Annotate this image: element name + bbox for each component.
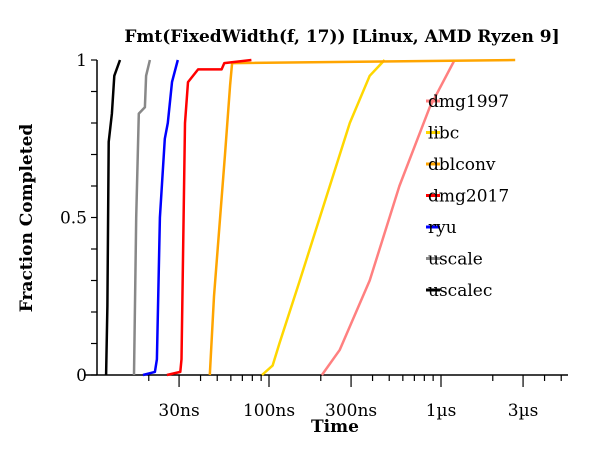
legend-label-uscale: uscale	[428, 250, 483, 270]
series-line-ryu	[142, 59, 180, 377]
legend-label-uscalec: uscalec	[428, 281, 492, 301]
legend-label-dblconv: dblconv	[428, 155, 496, 175]
chart-title: Fmt(FixedWidth(f, 17)) [Linux, AMD Ryzen…	[124, 27, 559, 47]
x-tick-label: 30ns	[158, 401, 199, 421]
series-line-dblconv	[208, 58, 516, 376]
series-line-dmg2017	[166, 58, 252, 377]
series-line-uscalec	[104, 59, 122, 376]
y-tick-label: 1	[76, 51, 87, 71]
x-tick-label: 100ns	[243, 401, 295, 421]
legend-label-libc: libc	[428, 124, 459, 144]
series-line-libc	[261, 59, 386, 376]
x-axis-label: Time	[311, 417, 359, 437]
y-tick-label: 0.5	[60, 209, 87, 229]
y-axis-label: Fraction Completed	[17, 124, 37, 313]
legend-label-ryu: ryu	[428, 218, 457, 238]
series-line-dmg1997	[320, 59, 456, 376]
x-tick-label: 300ns	[325, 401, 377, 421]
y-tick-label: 0	[76, 366, 87, 386]
x-tick-label: 1µs	[426, 401, 457, 421]
legend-label-dmg1997: dmg1997	[428, 92, 509, 112]
legend-label-dmg2017: dmg2017	[428, 187, 509, 207]
series-line-uscale	[132, 59, 152, 376]
x-tick-label: 3µs	[508, 401, 539, 421]
